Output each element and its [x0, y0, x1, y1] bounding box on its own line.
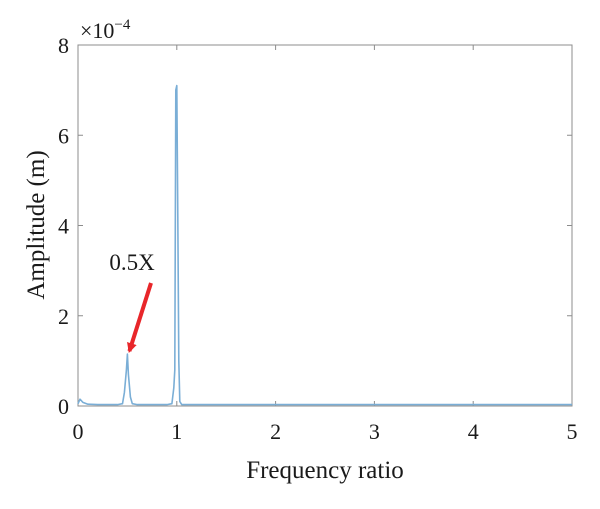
y-axis-ticks: 0 2 4 6 8: [58, 33, 572, 419]
y-axis-label: Amplitude (m): [23, 150, 50, 299]
plot-area: [77, 44, 573, 407]
x-tick-label: 4: [468, 419, 479, 444]
data-series: [77, 84, 572, 406]
x-tick-label: 5: [567, 419, 578, 444]
annotation-label: 0.5X: [109, 250, 155, 275]
y-multiplier-label: ×10−4: [80, 17, 131, 43]
series-line: [77, 84, 572, 406]
y-tick-label: 0: [58, 394, 69, 419]
x-tick-label: 1: [171, 419, 182, 444]
y-tick-label: 8: [58, 33, 69, 58]
y-multiplier-exponent: −4: [114, 17, 130, 33]
x-axis-ticks: 0 1 2 3 4 5: [73, 45, 578, 444]
y-tick-label: 6: [58, 123, 69, 148]
annotation-arrow: [127, 282, 153, 354]
x-tick-label: 2: [270, 419, 281, 444]
x-tick-label: 0: [73, 419, 84, 444]
y-tick-label: 4: [58, 214, 69, 239]
x-tick-label: 3: [369, 419, 380, 444]
y-tick-label: 2: [58, 304, 69, 329]
x-axis-label: Frequency ratio: [246, 457, 404, 484]
